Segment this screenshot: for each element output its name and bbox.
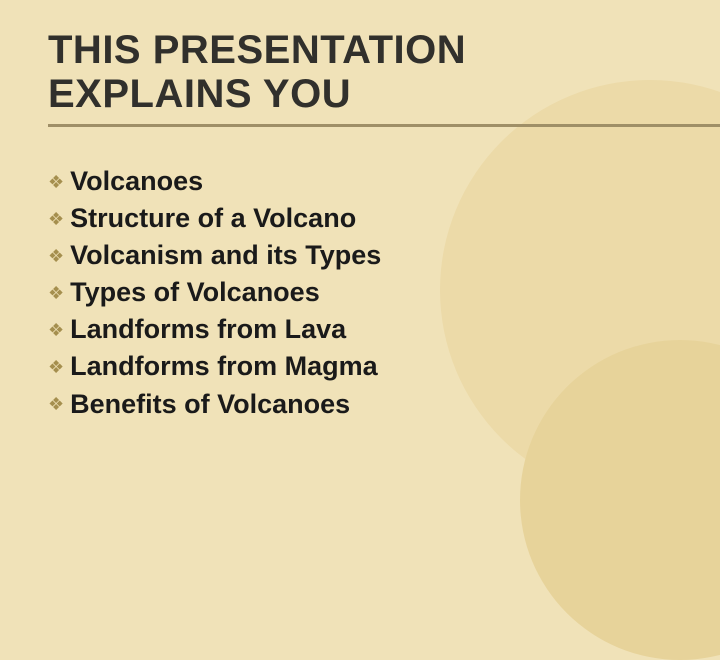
- title-block: THIS PRESENTATION EXPLAINS YOU: [48, 28, 672, 116]
- list-item: ❖ Landforms from Magma: [48, 349, 672, 384]
- list-item-label: Volcanism and its Types: [70, 238, 381, 273]
- list-item: ❖ Volcanism and its Types: [48, 238, 672, 273]
- list-item-label: Volcanoes: [70, 164, 203, 199]
- list-item: ❖ Landforms from Lava: [48, 312, 672, 347]
- diamond-bullet-icon: ❖: [48, 321, 64, 339]
- diamond-bullet-icon: ❖: [48, 173, 64, 191]
- list-item-label: Landforms from Magma: [70, 349, 378, 384]
- list-item: ❖ Benefits of Volcanoes: [48, 387, 672, 422]
- diamond-bullet-icon: ❖: [48, 210, 64, 228]
- diamond-bullet-icon: ❖: [48, 284, 64, 302]
- list-item-label: Structure of a Volcano: [70, 201, 356, 236]
- slide-content: THIS PRESENTATION EXPLAINS YOU ❖ Volcano…: [0, 0, 720, 422]
- diamond-bullet-icon: ❖: [48, 358, 64, 376]
- list-item: ❖ Structure of a Volcano: [48, 201, 672, 236]
- title-underline: [48, 124, 720, 127]
- diamond-bullet-icon: ❖: [48, 247, 64, 265]
- title-line-1: THIS PRESENTATION: [48, 28, 672, 72]
- list-item-label: Landforms from Lava: [70, 312, 346, 347]
- list-item-label: Benefits of Volcanoes: [70, 387, 350, 422]
- diamond-bullet-icon: ❖: [48, 395, 64, 413]
- list-item: ❖ Volcanoes: [48, 164, 672, 199]
- list-item: ❖ Types of Volcanoes: [48, 275, 672, 310]
- bullet-list: ❖ Volcanoes ❖ Structure of a Volcano ❖ V…: [48, 164, 672, 422]
- title-line-2: EXPLAINS YOU: [48, 72, 672, 116]
- list-item-label: Types of Volcanoes: [70, 275, 320, 310]
